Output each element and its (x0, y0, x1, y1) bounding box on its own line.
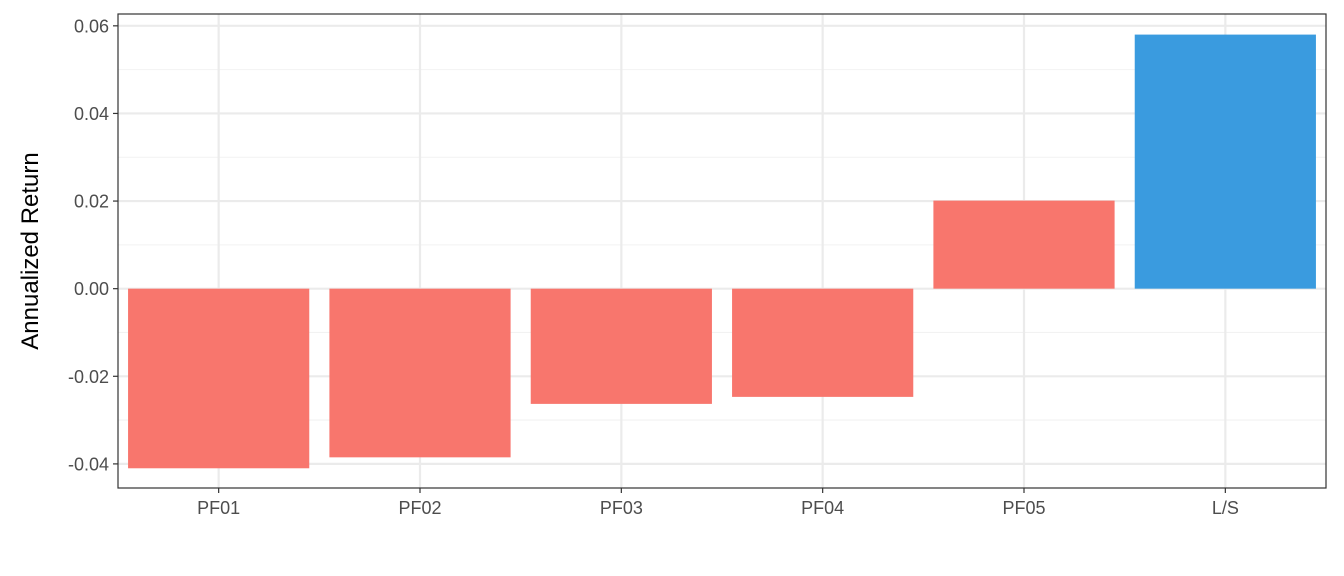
bar-pf01 (128, 288, 310, 469)
bar-pf03 (530, 288, 712, 404)
bar-pf05 (933, 200, 1115, 289)
x-tick-label: PF02 (398, 498, 441, 518)
bar-pf02 (329, 288, 511, 458)
x-axis: PF01 PF02 PF03 PF04 PF05 L/S (197, 488, 1239, 518)
y-tick-label: 0.00 (74, 279, 109, 299)
panel-border (117, 13, 1327, 489)
grid-layer (118, 14, 1326, 488)
y-tick-label: -0.04 (68, 454, 109, 474)
bar-pf04 (732, 288, 914, 397)
y-tick-label: 0.02 (74, 192, 109, 212)
y-tick-label: 0.06 (74, 16, 109, 36)
bar-l-s (1134, 34, 1316, 289)
x-tick-label: L/S (1212, 498, 1239, 518)
y-axis: -0.04 -0.02 0.00 0.02 0.04 0.06 (68, 16, 118, 474)
x-tick-label: PF03 (600, 498, 643, 518)
y-tick-label: 0.04 (74, 104, 109, 124)
x-tick-label: PF04 (801, 498, 844, 518)
y-axis-title: Annualized Return (17, 152, 44, 349)
x-tick-label: PF01 (197, 498, 240, 518)
y-tick-label: -0.02 (68, 367, 109, 387)
bar-layer (128, 34, 1316, 469)
x-tick-label: PF05 (1002, 498, 1045, 518)
